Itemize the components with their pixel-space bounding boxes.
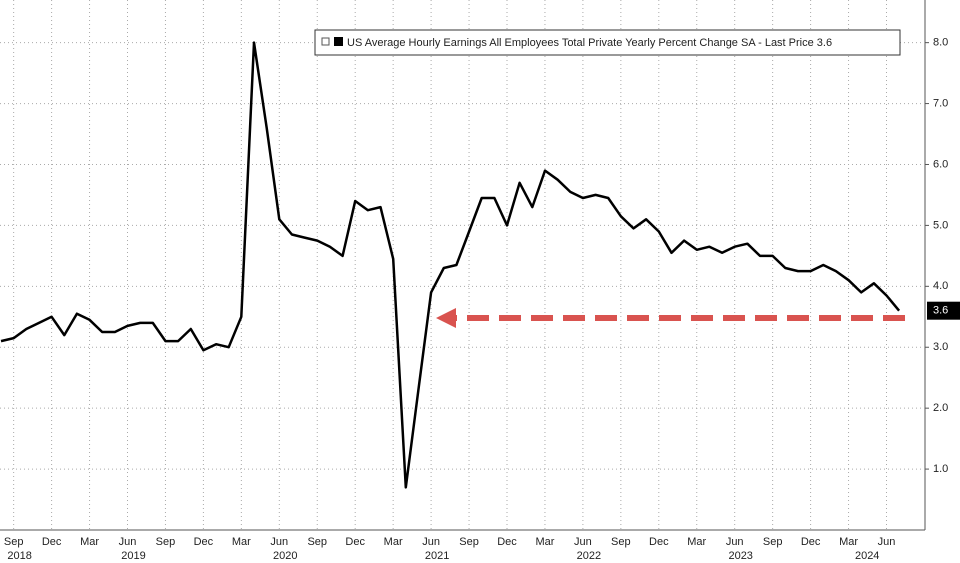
- x-tick-label: Sep: [156, 536, 176, 548]
- y-tick-label: 7.0: [933, 97, 948, 109]
- x-tick-label: Mar: [232, 536, 251, 548]
- x-tick-label: Sep: [763, 536, 783, 548]
- last-price-tag: [927, 301, 960, 320]
- legend: US Average Hourly Earnings All Employees…: [314, 29, 901, 56]
- series-line: [0, 41, 901, 489]
- y-tick-label: 3.0: [933, 341, 948, 353]
- y-tick-label: 1.0: [933, 463, 948, 475]
- x-tick-label: Dec: [649, 536, 669, 548]
- x-tick-label: Dec: [42, 536, 62, 548]
- legend-label: US Average Hourly Earnings All Employees…: [347, 37, 832, 49]
- x-tick-label: Dec: [194, 536, 214, 548]
- year-label: 2024: [855, 550, 879, 562]
- year-label: 2019: [121, 550, 145, 562]
- x-tick-label: Dec: [497, 536, 517, 548]
- x-tick-label: Jun: [574, 536, 592, 548]
- legend-swatch: [334, 37, 343, 46]
- year-label: 2021: [425, 550, 449, 562]
- year-label: 2018: [7, 550, 31, 562]
- year-label: 2020: [273, 550, 297, 562]
- x-tick-label: Mar: [687, 536, 706, 548]
- x-tick-label: Jun: [422, 536, 440, 548]
- x-tick-label: Jun: [726, 536, 744, 548]
- y-tick-label: 5.0: [933, 219, 948, 231]
- y-tick-label: 2.0: [933, 402, 948, 414]
- last-price-label: 3.6: [933, 305, 948, 317]
- x-tick-label: Dec: [801, 536, 821, 548]
- x-tick-label: Sep: [611, 536, 631, 548]
- x-tick-label: Dec: [345, 536, 365, 548]
- x-tick-label: Sep: [307, 536, 327, 548]
- x-tick-label: Jun: [270, 536, 288, 548]
- plot: [0, 41, 901, 489]
- x-tick-label: Jun: [878, 536, 896, 548]
- x-tick-label: Sep: [459, 536, 479, 548]
- year-label: 2022: [577, 550, 601, 562]
- y-tick-label: 6.0: [933, 158, 948, 170]
- legend-toggle: [321, 37, 330, 46]
- arrow-head: [436, 308, 456, 328]
- annotation-arrow: [436, 308, 905, 328]
- x-tick-label: Mar: [839, 536, 858, 548]
- x-tick-label: Sep: [4, 536, 24, 548]
- legend-box: [314, 29, 901, 56]
- y-tick-label: 4.0: [933, 280, 948, 292]
- grid: [0, 0, 929, 530]
- x-tick-label: Mar: [384, 536, 403, 548]
- y-tick-label: 8.0: [933, 37, 948, 49]
- x-tick-label: Mar: [80, 536, 99, 548]
- x-tick-label: Jun: [119, 536, 137, 548]
- x-tick-label: Mar: [535, 536, 554, 548]
- year-label: 2023: [728, 550, 752, 562]
